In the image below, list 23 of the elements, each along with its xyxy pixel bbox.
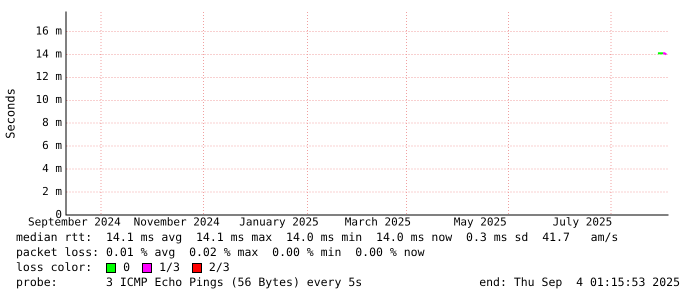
legend-label: 0: [123, 260, 130, 275]
y-tick-label: 2 m: [42, 184, 62, 198]
y-tick-label: 0: [55, 208, 62, 221]
legend-label: 1/3: [159, 260, 180, 275]
y-tick-label: 10 m: [36, 93, 62, 106]
x-tick-label: July 2025: [552, 215, 612, 228]
legend-title: loss color:: [16, 260, 92, 275]
x-tick-label: March 2025: [344, 215, 412, 228]
x-tick-label: May 2025: [454, 215, 507, 228]
y-tick-label: 12 m: [36, 70, 62, 84]
y-tick-label: 4 m: [42, 162, 62, 175]
y-tick-label: 16 m: [36, 24, 62, 38]
y-tick-label: 6 m: [42, 139, 62, 152]
legend-label: 2/3: [208, 260, 230, 275]
y-axis-title: Seconds: [3, 88, 18, 139]
x-tick-label: January 2025: [239, 215, 319, 228]
text: median rtt: 14.1 ms avg 14.1 ms max 14.0 ms min 14.0 ms now 0.3 ms sd 41.7 am/s: [16, 230, 620, 245]
text: probe: 3 ICMP Echo Pings (56 Bytes) every 5s: [16, 275, 362, 290]
y-tick-label: 14 m: [36, 47, 62, 60]
x-tick-label: November 2024: [134, 215, 220, 228]
y-tick-label: 8 m: [42, 116, 62, 130]
text: end: Thu Sep 4 01:15:53 2025: [479, 275, 680, 290]
text: packet loss: 0.01 % avg 0.02 % max 0.00 % min 0.00 % now: [16, 245, 426, 260]
